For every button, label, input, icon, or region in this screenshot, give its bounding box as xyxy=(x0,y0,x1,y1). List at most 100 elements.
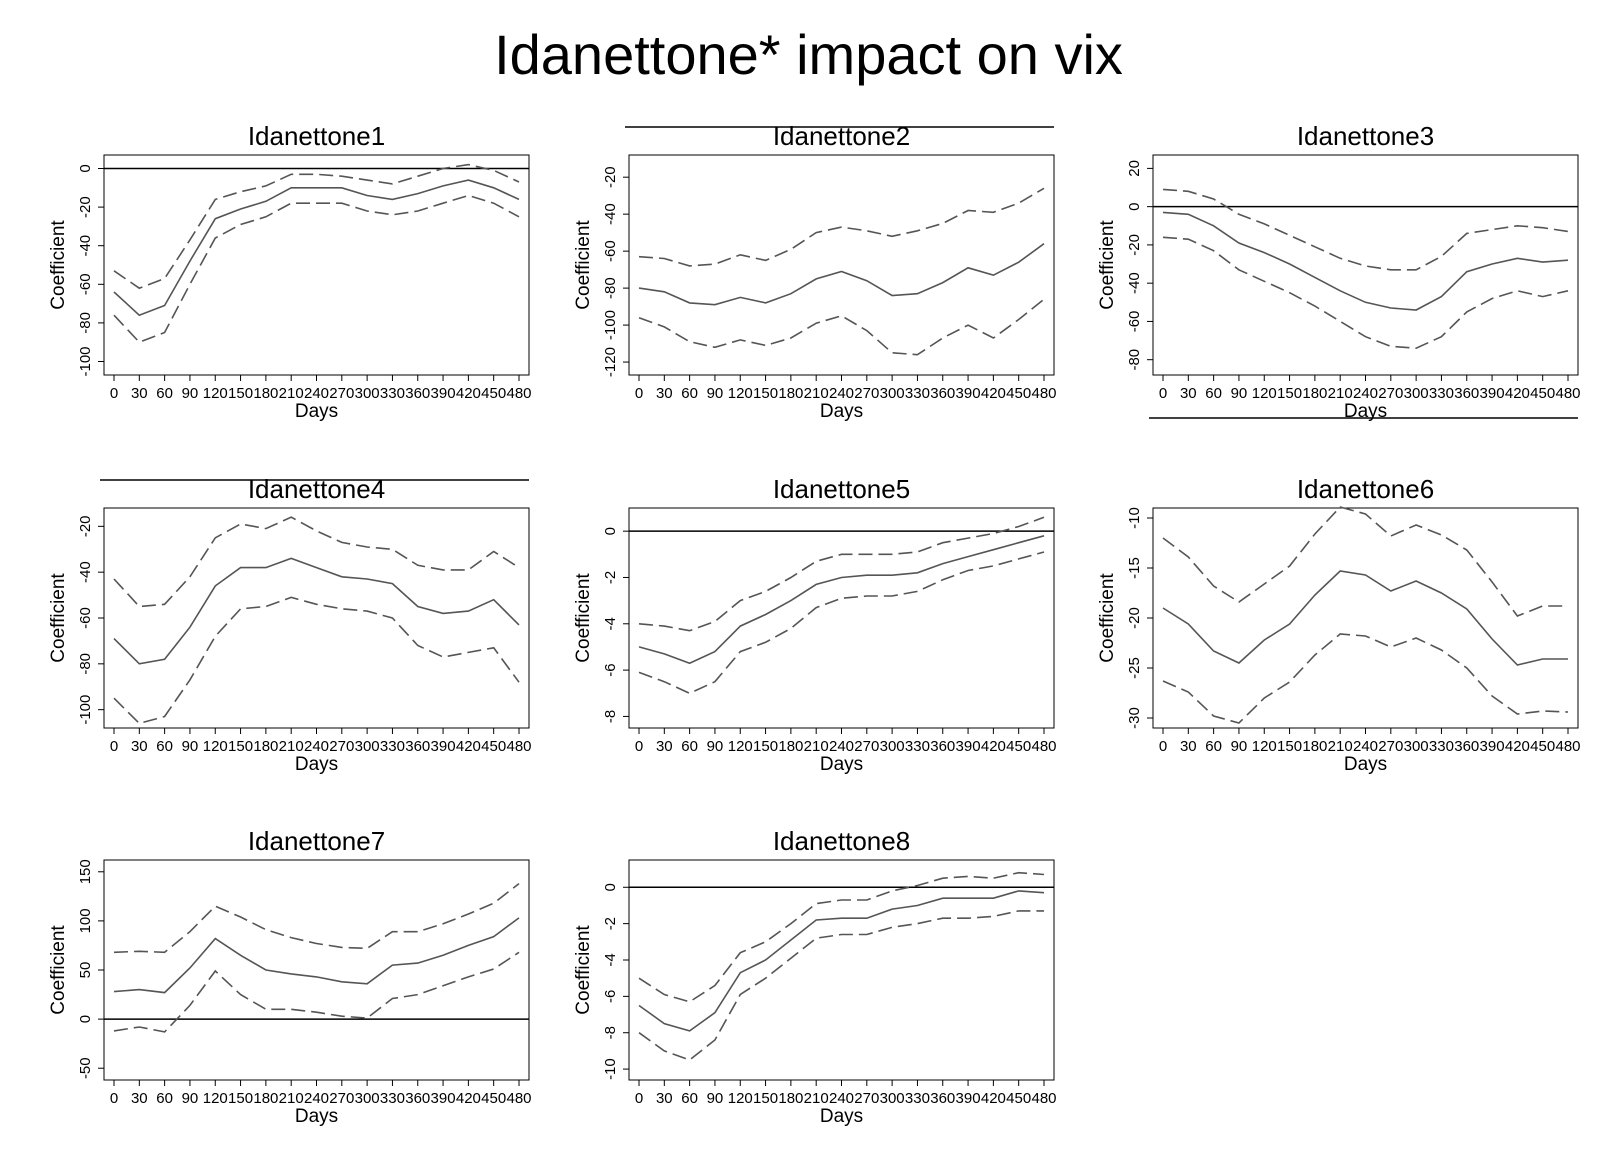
y-tick-label: -15 xyxy=(1126,557,1143,579)
x-tick-label: 480 xyxy=(506,738,531,755)
x-tick-label: 300 xyxy=(880,1090,905,1107)
x-tick-label: 300 xyxy=(880,738,905,755)
x-tick-label: 360 xyxy=(1454,738,1479,755)
x-tick-label: 420 xyxy=(981,1090,1006,1107)
y-tick-label: -120 xyxy=(602,347,619,377)
x-axis-label: Days xyxy=(1344,401,1387,422)
x-tick-label: 180 xyxy=(778,738,803,755)
y-axis-label: Coefficient xyxy=(1097,573,1118,663)
x-tick-label: 150 xyxy=(1277,385,1302,402)
x-tick-label: 300 xyxy=(355,1090,380,1107)
x-tick-label: 420 xyxy=(456,385,481,402)
y-tick-label: -20 xyxy=(1126,607,1143,629)
x-tick-label: 150 xyxy=(753,1090,778,1107)
x-tick-label: 360 xyxy=(405,385,430,402)
x-tick-label: 60 xyxy=(681,1090,698,1107)
x-tick-label: 480 xyxy=(506,385,531,402)
x-tick-label: 120 xyxy=(728,385,753,402)
y-tick-label: -80 xyxy=(77,653,94,675)
x-tick-label: 330 xyxy=(380,738,405,755)
x-tick-label: 240 xyxy=(829,738,854,755)
plot-frame xyxy=(628,154,1055,376)
x-tick-label: 210 xyxy=(804,738,829,755)
x-tick-label: 30 xyxy=(131,1090,148,1107)
confidence-band-line xyxy=(638,551,1045,695)
y-tick-label: 20 xyxy=(1126,160,1143,177)
x-tick-label: 90 xyxy=(1231,385,1248,402)
x-tick-label: 0 xyxy=(1159,385,1167,402)
x-tick-label: 360 xyxy=(405,738,430,755)
x-tick-label: 300 xyxy=(355,385,380,402)
x-tick-label: 60 xyxy=(156,1090,173,1107)
x-tick-label: 180 xyxy=(1302,385,1327,402)
y-tick-label: -60 xyxy=(1126,311,1143,333)
x-tick-label: 90 xyxy=(707,1090,724,1107)
x-tick-label: 0 xyxy=(110,738,118,755)
x-tick-label: 150 xyxy=(228,385,253,402)
confidence-band-line xyxy=(113,951,520,1033)
y-tick-label: -20 xyxy=(77,515,94,537)
x-tick-label: 0 xyxy=(635,385,643,402)
x-tick-label: 480 xyxy=(1031,738,1056,755)
x-tick-label: 360 xyxy=(405,1090,430,1107)
y-axis-label: Coefficient xyxy=(48,573,69,663)
x-tick-label: 330 xyxy=(380,1090,405,1107)
x-tick-label: 30 xyxy=(656,738,673,755)
y-tick-label: -10 xyxy=(1126,507,1143,529)
y-tick-label: -6 xyxy=(602,663,619,676)
x-tick-label: 60 xyxy=(156,385,173,402)
plot-frame xyxy=(1152,154,1579,376)
plot-frame xyxy=(628,859,1055,1081)
y-tick-label: -100 xyxy=(77,695,94,725)
x-tick-label: 420 xyxy=(456,738,481,755)
x-tick-label: 360 xyxy=(930,738,955,755)
confidence-band-line xyxy=(113,882,520,954)
y-tick-label: -100 xyxy=(77,346,94,376)
x-tick-label: 420 xyxy=(456,1090,481,1107)
x-tick-label: 450 xyxy=(481,385,506,402)
x-tick-label: 450 xyxy=(1530,738,1555,755)
x-tick-label: 270 xyxy=(854,738,879,755)
x-tick-label: 450 xyxy=(1530,385,1555,402)
x-tick-label: 30 xyxy=(1180,738,1197,755)
subplot-title: Idanettone2 xyxy=(773,121,910,151)
subplot-1: Idanettone1 0 -20 -40 -60 -80 -100 0 30 60 90 120 15… xyxy=(48,121,532,422)
x-axis-label: Days xyxy=(295,1106,338,1127)
x-tick-label: 60 xyxy=(1205,738,1222,755)
x-tick-label: 30 xyxy=(656,1090,673,1107)
x-tick-label: 180 xyxy=(778,1090,803,1107)
x-tick-label: 480 xyxy=(1555,385,1580,402)
x-tick-label: 240 xyxy=(829,1090,854,1107)
coefficient-line xyxy=(1162,570,1568,666)
y-tick-label: -60 xyxy=(77,273,94,295)
y-tick-label: -20 xyxy=(77,196,94,218)
subplot-3: Idanettone3 20 0 -20 -40 -60 -80 0 30 60 90 120 150 1… xyxy=(1097,121,1581,422)
x-tick-label: 330 xyxy=(380,385,405,402)
x-tick-label: 480 xyxy=(1031,1090,1056,1107)
x-tick-label: 390 xyxy=(1480,385,1505,402)
x-tick-label: 180 xyxy=(778,385,803,402)
x-tick-label: 120 xyxy=(1252,385,1277,402)
y-tick-label: 0 xyxy=(77,164,94,172)
plot-frame xyxy=(1152,507,1579,729)
y-tick-label: -8 xyxy=(602,1026,619,1039)
y-tick-label: -20 xyxy=(1126,234,1143,256)
x-tick-label: 330 xyxy=(905,738,930,755)
x-tick-label: 390 xyxy=(431,738,456,755)
x-tick-label: 390 xyxy=(956,385,981,402)
x-tick-label: 180 xyxy=(253,1090,278,1107)
coefficient-line xyxy=(638,535,1045,665)
x-tick-label: 0 xyxy=(635,1090,643,1107)
subplot-title: Idanettone5 xyxy=(773,474,910,504)
y-tick-label: -40 xyxy=(1126,272,1143,294)
x-tick-label: 30 xyxy=(656,385,673,402)
y-axis-label: Coefficient xyxy=(573,925,594,1015)
x-tick-label: 60 xyxy=(681,738,698,755)
subplot-2: Idanettone2 -20 -40 -60 -80 -100 -120 0 30 60 90 12… xyxy=(573,121,1057,422)
x-tick-label: 390 xyxy=(431,385,456,402)
x-tick-label: 60 xyxy=(1205,385,1222,402)
x-tick-label: 360 xyxy=(1454,385,1479,402)
y-tick-label: 0 xyxy=(602,883,619,891)
